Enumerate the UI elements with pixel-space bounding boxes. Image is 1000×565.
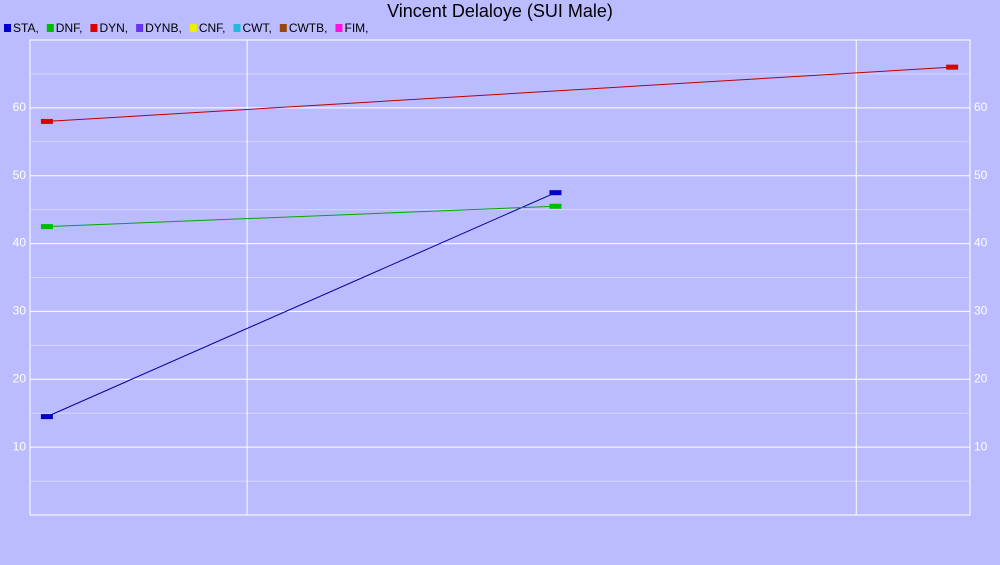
y-tick-label: 50 <box>13 168 27 182</box>
legend-label: FIM, <box>344 21 368 35</box>
legend-swatch <box>4 24 11 32</box>
y2-tick-label: 10 <box>974 439 988 453</box>
marker <box>40 118 53 124</box>
marker <box>946 64 959 70</box>
marker <box>549 190 562 196</box>
legend-swatch <box>46 24 54 32</box>
legend-label: DYNB, <box>145 21 182 35</box>
y-tick-label: 10 <box>13 439 27 453</box>
legend-label: CWT, <box>242 21 271 35</box>
y2-tick-label: 30 <box>974 304 988 318</box>
legend-swatch <box>279 24 287 32</box>
y-tick-label: 30 <box>13 304 27 318</box>
marker <box>549 203 562 209</box>
legend-label: DNF, <box>56 21 83 35</box>
legend-swatch <box>90 24 98 32</box>
y2-tick-label: 40 <box>974 236 988 250</box>
legend-swatch <box>136 24 144 32</box>
series-line <box>46 205 556 228</box>
y2-tick-label: 20 <box>974 371 988 385</box>
legend-label: CNF, <box>199 21 226 35</box>
legend-swatch <box>189 24 197 32</box>
y-tick-label: 40 <box>13 236 27 250</box>
y-tick-label: 20 <box>13 371 27 385</box>
legend-label: CWTB, <box>289 21 328 35</box>
y-tick-label: 60 <box>13 100 27 114</box>
series-line <box>46 192 556 418</box>
chart-title: Vincent Delaloye (SUI Male) <box>387 1 613 21</box>
legend-label: DYN, <box>99 21 128 35</box>
y2-tick-label: 50 <box>974 168 988 182</box>
y2-tick-label: 60 <box>974 100 988 114</box>
marker <box>40 414 53 420</box>
legend-swatch <box>335 24 343 32</box>
marker <box>40 224 53 230</box>
legend-label: STA, <box>13 21 39 35</box>
legend-swatch <box>233 24 241 32</box>
series-line <box>46 66 953 122</box>
